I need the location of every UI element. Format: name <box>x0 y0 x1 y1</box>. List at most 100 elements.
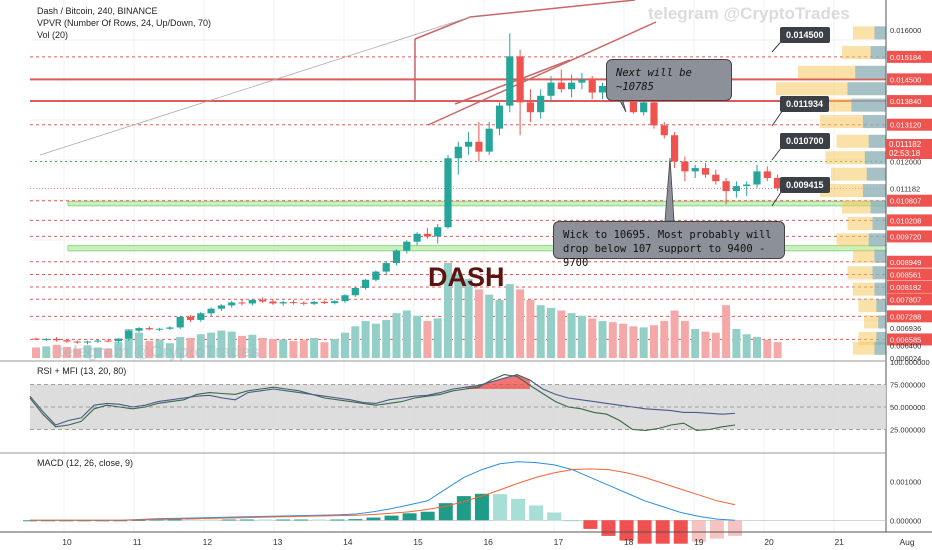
volume-bar-50 <box>547 307 555 358</box>
volume-bar-63 <box>680 321 689 358</box>
candle-body-46 <box>506 56 514 106</box>
price-tag-010700: 0.010700 <box>780 133 830 149</box>
candle-body-23 <box>269 301 277 304</box>
time-tick-5: 15 <box>413 537 423 547</box>
macd-hist-32 <box>601 520 616 536</box>
rsi-tick-3: 25.000000 <box>890 426 925 435</box>
candle-body-19 <box>228 302 236 306</box>
volume-bar-44 <box>485 294 494 358</box>
callout-wick-line1: Wick to 10695. Most probably will <box>563 229 772 241</box>
macd-hist-29 <box>547 512 562 521</box>
volume-bar-53 <box>577 315 586 358</box>
vpvr-row-down-15 <box>874 282 886 296</box>
candle-body-52 <box>568 82 576 90</box>
macd-hist-33 <box>619 520 634 541</box>
candle-body-59 <box>640 102 648 113</box>
volume-bar-11 <box>145 341 154 358</box>
price-tick-6: 0.011182 <box>890 184 920 193</box>
macd-hist-38 <box>709 520 724 539</box>
volume-bars <box>32 263 782 358</box>
candle-body-22 <box>259 299 267 302</box>
price-tick-17: 0.006400 <box>890 342 921 351</box>
candle-body-65 <box>701 168 710 175</box>
volume-bar-21 <box>248 334 257 358</box>
price-tick-18: 0.006024 <box>890 354 921 363</box>
candle-body-70 <box>753 171 761 185</box>
volume-bar-30 <box>341 332 349 358</box>
callout-next-text: Next will be ~10785 <box>616 67 692 93</box>
volume-bar-22 <box>258 337 267 358</box>
volume-bar-26 <box>299 340 308 358</box>
candle-body-14 <box>176 316 184 328</box>
volume-bar-38 <box>423 321 432 358</box>
time-tick-10: 20 <box>764 537 774 547</box>
volume-bar-17 <box>207 332 216 358</box>
candle-body-28 <box>320 301 328 304</box>
volume-bar-27 <box>310 337 319 358</box>
price-tag-011934: 0.011934 <box>780 96 830 112</box>
rsi-line <box>29 374 736 426</box>
price-tag-bg-3 <box>887 95 932 108</box>
macd-hist-26 <box>493 494 507 521</box>
macd-hist-15 <box>294 519 309 521</box>
time-tick-1: 11 <box>133 537 142 547</box>
price-axis: 0.016000 0.015184 0.014500 0.013840 0.013120… <box>885 0 932 532</box>
vpvr-row-down-8 <box>866 167 886 181</box>
volume-bar-14 <box>176 336 185 358</box>
volume-bar-34 <box>382 320 391 358</box>
vol-legend[interactable]: Vol (20) <box>37 30 69 40</box>
volume-bar-71 <box>763 339 772 358</box>
macd-tick-0: 0.001000 <box>890 477 921 486</box>
volume-bar-3 <box>62 346 71 358</box>
volume-bar-55 <box>598 321 607 358</box>
vpvr-row-down-6 <box>868 134 886 148</box>
time-tick-0: 10 <box>62 537 72 547</box>
candle-body-27 <box>310 301 318 304</box>
macd-hist-13 <box>258 519 272 521</box>
callout-wick-line2: drop below 107 support to 9400 - 9700 <box>563 243 766 269</box>
price-tick-3: 0.013840 <box>890 97 921 106</box>
candle-body-20 <box>238 302 246 304</box>
vpvr-legend[interactable]: VPVR (Number Of Rows, 24, Up/Down, 70) <box>37 18 212 28</box>
price-tick-7: 0.010807 <box>890 197 921 206</box>
time-tick-9: 19 <box>694 537 704 547</box>
candle-body-16 <box>197 313 205 320</box>
volume-bar-35 <box>392 313 401 358</box>
macd-hist-39 <box>728 520 742 536</box>
candle-body-33 <box>372 271 380 280</box>
volume-bar-33 <box>371 323 380 358</box>
chart-title: Dash / Bitcoin, 240, BINANCE <box>37 6 158 16</box>
macd-hist-31 <box>583 520 598 529</box>
macd-legend[interactable]: MACD (12, 26, close, 9) <box>37 458 134 468</box>
candle-body-2 <box>53 338 61 341</box>
candle-body-55 <box>598 85 607 93</box>
candle-body-31 <box>351 288 359 296</box>
candle-body-72 <box>774 177 782 189</box>
candle-body-8 <box>114 338 122 342</box>
candle-body-9 <box>125 330 133 339</box>
candle-body-40 <box>444 158 452 228</box>
price-tick-0: 0.016000 <box>890 26 921 35</box>
callout-next: Next will be ~10785 <box>606 59 732 101</box>
price-tick-10: 0.008949 <box>890 258 921 267</box>
candle-body-12 <box>156 328 164 330</box>
volume-bar-29 <box>330 339 339 358</box>
volume-bar-9 <box>124 328 133 358</box>
price-tick-9: 0.009720 <box>890 232 921 241</box>
support-zone-0 <box>67 200 887 207</box>
candle-body-68 <box>732 186 740 192</box>
rsi-legend[interactable]: RSI + MFI (13, 20, 80) <box>37 366 127 376</box>
price-tag-bg-13 <box>887 293 932 306</box>
candle-body-63 <box>681 161 689 172</box>
volume-bar-40 <box>444 263 452 358</box>
macd-hist-25 <box>474 493 489 521</box>
volume-bar-2 <box>52 344 61 358</box>
volume-bar-1 <box>42 346 51 358</box>
vpvr-row-down-14 <box>872 266 886 280</box>
volume-bar-52 <box>567 313 576 358</box>
candle-body-58 <box>629 97 637 113</box>
volume-bar-13 <box>165 343 174 358</box>
price-tick-16: 0.006585 <box>890 335 921 344</box>
watermark-lower: telegram @CryptoTrades <box>58 342 260 361</box>
